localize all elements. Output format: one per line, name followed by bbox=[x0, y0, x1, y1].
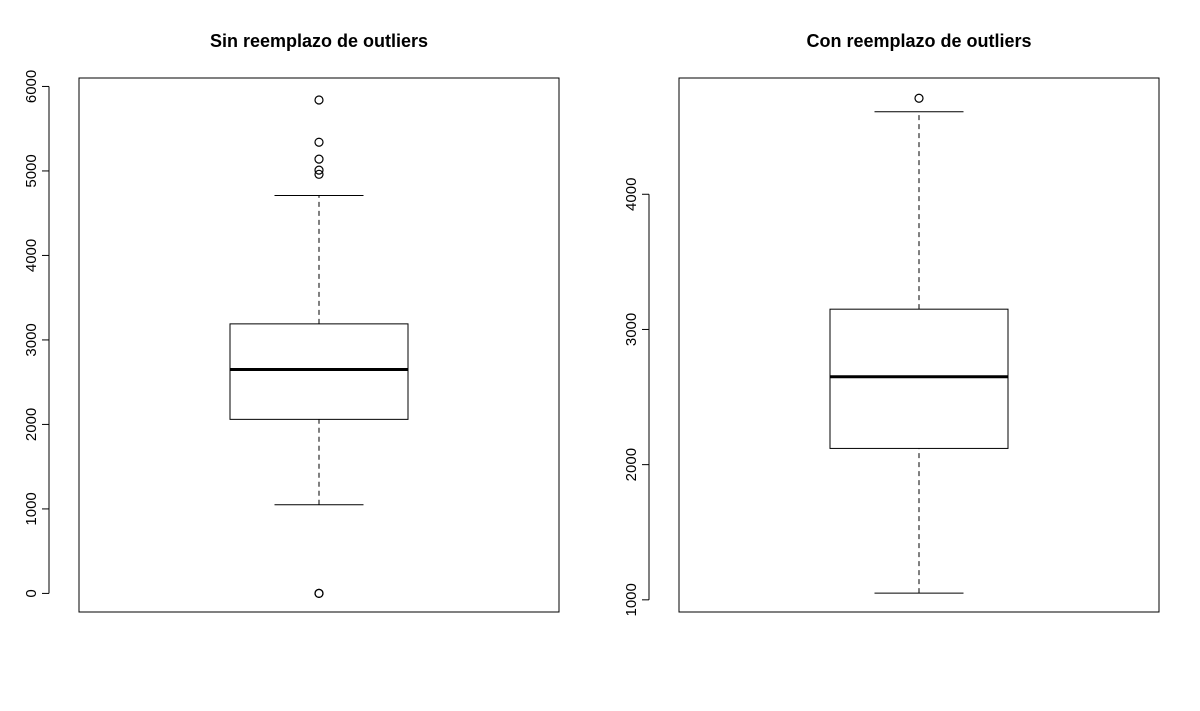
chart-title: Con reemplazo de outliers bbox=[806, 31, 1031, 51]
chart-panel-right: Con reemplazo de outliers 1000 2000 3000 40… bbox=[623, 31, 1160, 617]
boxplot bbox=[829, 93, 1009, 594]
boxplot bbox=[229, 95, 409, 599]
y-tick-label: 5000 bbox=[23, 154, 40, 187]
y-axis: 0 1000 2000 3000 4000 5000 6000 bbox=[23, 70, 50, 598]
plot-frame bbox=[678, 77, 1160, 613]
plot-frame bbox=[78, 77, 560, 613]
chart-title: Sin reemplazo de outliers bbox=[210, 31, 428, 51]
outlier-point bbox=[314, 169, 324, 179]
y-tick-label: 2000 bbox=[623, 448, 640, 481]
outlier-point bbox=[314, 165, 324, 175]
y-tick-label: 3000 bbox=[623, 313, 640, 346]
outlier-point bbox=[314, 588, 324, 599]
outlier-point bbox=[314, 95, 324, 105]
y-tick-label: 3000 bbox=[23, 323, 40, 356]
y-tick-label: 1000 bbox=[623, 583, 640, 616]
y-tick-label: 4000 bbox=[23, 239, 40, 272]
y-tick-label: 1000 bbox=[23, 492, 40, 525]
outlier-point bbox=[914, 93, 924, 103]
y-tick-label: 2000 bbox=[23, 408, 40, 441]
y-tick-label: 0 bbox=[23, 589, 40, 597]
iqr-box bbox=[229, 323, 409, 420]
chart-panel-left: Sin reemplazo de outliers 0 1000 2000 3000 4… bbox=[23, 31, 560, 613]
outlier-point bbox=[314, 154, 324, 164]
y-tick-label: 6000 bbox=[23, 70, 40, 103]
y-tick-label: 4000 bbox=[623, 178, 640, 211]
iqr-box bbox=[829, 308, 1009, 449]
y-axis: 1000 2000 3000 4000 bbox=[623, 178, 650, 617]
outlier-point bbox=[314, 137, 324, 147]
